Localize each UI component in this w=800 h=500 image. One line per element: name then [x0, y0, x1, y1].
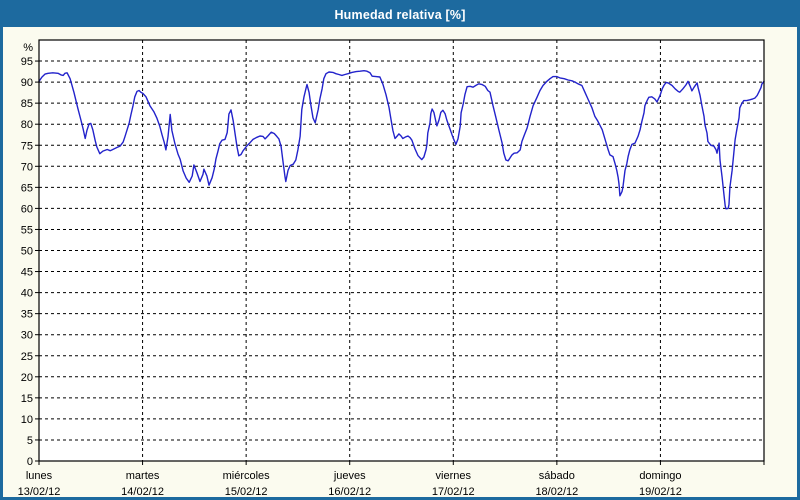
y-tick-label: 35: [21, 309, 33, 321]
y-tick-label: 40: [21, 288, 33, 300]
y-tick-label: 80: [21, 119, 33, 131]
y-tick-label: 60: [21, 203, 33, 215]
day-date-label: 15/02/12: [225, 486, 268, 497]
y-tick-label: 70: [21, 161, 33, 173]
y-tick-label: 95: [21, 56, 33, 68]
y-tick-label: 55: [21, 224, 33, 236]
humidity-chart: 0 5 10 15 20 25 30 35 40 45 50 55 60 65 70 75 80 85 90 95% l…: [18, 39, 765, 497]
day-name-label: sábado: [539, 470, 575, 482]
y-axis-labels: 0 5 10 15 20 25 30 35 40 45 50 55 60 65 70 75 80 85 90 95: [21, 56, 33, 468]
y-tick-label: 90: [21, 77, 33, 89]
y-tick-label: 20: [21, 372, 33, 384]
day-name-label: martes: [126, 470, 160, 482]
y-tick-label: 75: [21, 140, 33, 152]
gridlines: [39, 40, 764, 461]
y-tick-label: 65: [21, 182, 33, 194]
day-date-label: 14/02/12: [121, 486, 164, 497]
y-tick-label: 50: [21, 246, 33, 258]
y-axis-unit-label: %: [23, 42, 33, 54]
day-name-label: viernes: [436, 470, 472, 482]
chart-title: Humedad relativa [%]: [334, 8, 466, 22]
day-date-label: 18/02/12: [535, 486, 578, 497]
y-tick-label: 0: [27, 456, 33, 468]
day-name-label: miércoles: [223, 470, 271, 482]
y-tick-label: 5: [27, 435, 33, 447]
day-name-label: domingo: [639, 470, 681, 482]
day-date-label: 13/02/12: [18, 486, 61, 497]
title-bar: Humedad relativa [%]: [3, 3, 797, 27]
day-date-label: 19/02/12: [639, 486, 682, 497]
day-name-label: lunes: [26, 470, 53, 482]
y-tick-label: 15: [21, 393, 33, 405]
day-date-label: 17/02/12: [432, 486, 475, 497]
x-axis-labels: lunes 13/02/12 martes 14/02/12 miércoles 15/0…: [18, 470, 682, 497]
y-tick-label: 30: [21, 330, 33, 342]
y-tick-label: 25: [21, 351, 33, 363]
axis-ticks: [35, 60, 765, 465]
y-tick-label: 10: [21, 414, 33, 426]
y-tick-label: 45: [21, 267, 33, 279]
y-tick-label: 85: [21, 98, 33, 110]
day-name-label: jueves: [333, 470, 366, 482]
day-date-label: 16/02/12: [328, 486, 371, 497]
humidity-line: [38, 70, 765, 210]
